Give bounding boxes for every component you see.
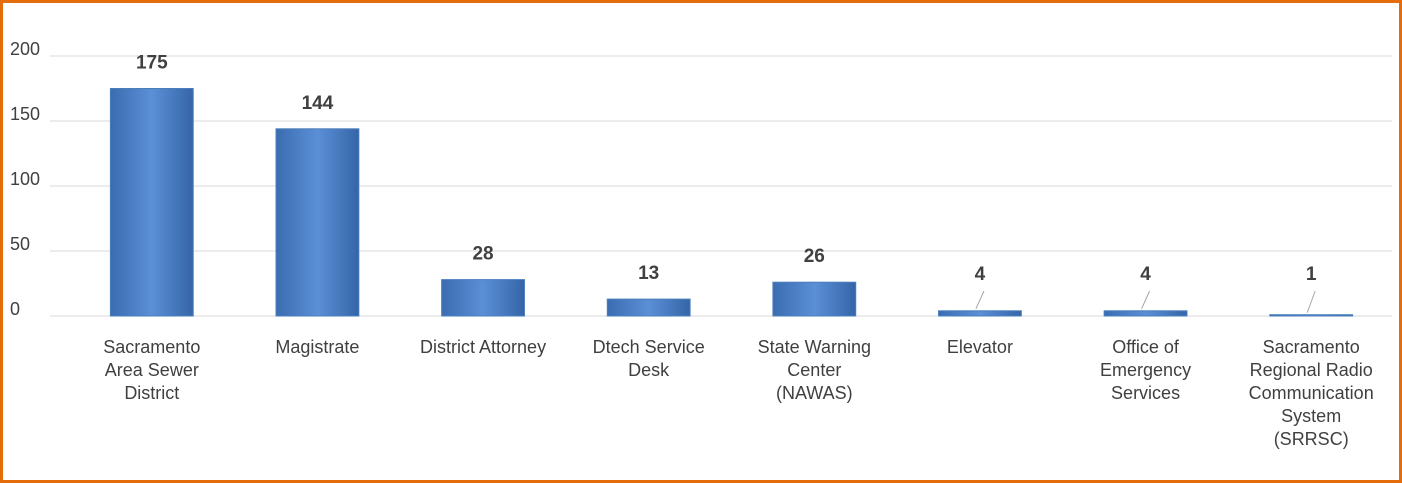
x-tick-line: (NAWAS) bbox=[776, 383, 853, 403]
x-tick-label: District Attorney bbox=[420, 337, 546, 357]
x-tick-line: Services bbox=[1111, 383, 1180, 403]
x-tick-line: (SRRSC) bbox=[1274, 429, 1349, 449]
x-tick-label: Elevator bbox=[947, 337, 1013, 357]
y-tick-label: 0 bbox=[10, 299, 20, 319]
x-tick-label: State Warning Center (NAWAS) bbox=[758, 337, 871, 403]
x-tick-line: Elevator bbox=[947, 337, 1013, 357]
data-label: 28 bbox=[472, 244, 493, 265]
x-tick-label: Sacramento Area Sewer District bbox=[103, 337, 200, 403]
x-tick-label: Sacramento Regional Radio Communication Sys… bbox=[1249, 337, 1374, 449]
bar bbox=[1103, 310, 1188, 317]
x-tick-line: Sacramento bbox=[103, 337, 200, 357]
x-tick-label: Dtech Service Desk bbox=[593, 337, 705, 380]
x-tick-line: Dtech Service bbox=[593, 337, 705, 357]
x-tick-label: Office of Emergency Services bbox=[1100, 337, 1191, 403]
bar bbox=[772, 281, 857, 317]
data-label: 4 bbox=[1140, 264, 1151, 285]
y-tick-label: 100 bbox=[10, 169, 40, 189]
bar bbox=[441, 279, 525, 317]
data-label: 175 bbox=[136, 53, 168, 74]
data-label: 1 bbox=[1306, 264, 1317, 285]
data-label: 4 bbox=[975, 264, 986, 285]
leader-line bbox=[1141, 290, 1151, 310]
bar bbox=[938, 310, 1022, 317]
x-tick-line: State Warning bbox=[758, 337, 871, 357]
x-tick-line: System bbox=[1281, 406, 1341, 426]
leader-line bbox=[1306, 290, 1316, 313]
x-tick-line: District Attorney bbox=[420, 337, 546, 357]
x-tick-line: Center bbox=[787, 360, 841, 380]
bar bbox=[275, 128, 360, 317]
x-tick-line: Magistrate bbox=[275, 337, 359, 357]
bar bbox=[1269, 314, 1354, 317]
data-label: 26 bbox=[804, 246, 825, 267]
x-tick-line: Area Sewer bbox=[105, 360, 199, 380]
bar bbox=[109, 88, 194, 317]
x-tick-label: Magistrate bbox=[275, 337, 359, 357]
bar bbox=[606, 298, 691, 317]
y-tick-label: 150 bbox=[10, 104, 40, 124]
x-tick-line: Office of bbox=[1112, 337, 1180, 357]
y-tick-label: 200 bbox=[10, 39, 40, 59]
data-label: 144 bbox=[302, 93, 334, 114]
x-tick-line: Regional Radio bbox=[1250, 360, 1373, 380]
leader-line bbox=[975, 290, 985, 310]
x-tick-line: Desk bbox=[628, 360, 670, 380]
x-tick-line: Emergency bbox=[1100, 360, 1191, 380]
x-tick-line: Sacramento bbox=[1263, 337, 1360, 357]
x-tick-line: Communication bbox=[1249, 383, 1374, 403]
data-label: 13 bbox=[638, 263, 659, 284]
y-tick-label: 50 bbox=[10, 234, 30, 254]
x-tick-line: District bbox=[124, 383, 179, 403]
